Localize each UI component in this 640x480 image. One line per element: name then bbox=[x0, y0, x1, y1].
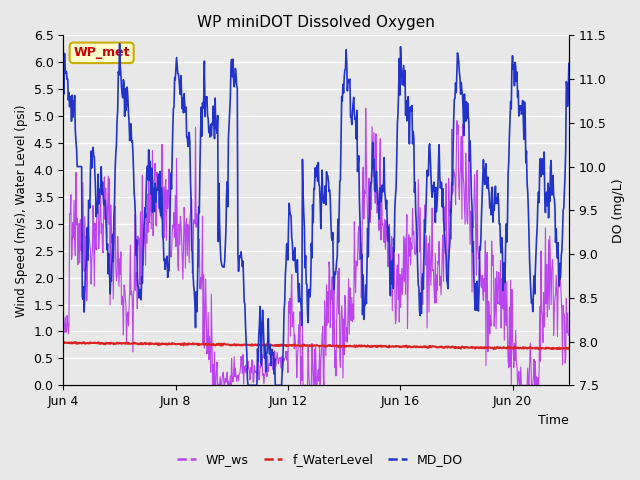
X-axis label: Time: Time bbox=[538, 414, 569, 427]
Y-axis label: DO (mg/L): DO (mg/L) bbox=[612, 178, 625, 243]
Legend: WP_ws, f_WaterLevel, MD_DO: WP_ws, f_WaterLevel, MD_DO bbox=[172, 448, 468, 471]
Text: WP_met: WP_met bbox=[74, 47, 130, 60]
Y-axis label: Wind Speed (m/s), Water Level (psi): Wind Speed (m/s), Water Level (psi) bbox=[15, 104, 28, 317]
Title: WP miniDOT Dissolved Oxygen: WP miniDOT Dissolved Oxygen bbox=[197, 15, 435, 30]
